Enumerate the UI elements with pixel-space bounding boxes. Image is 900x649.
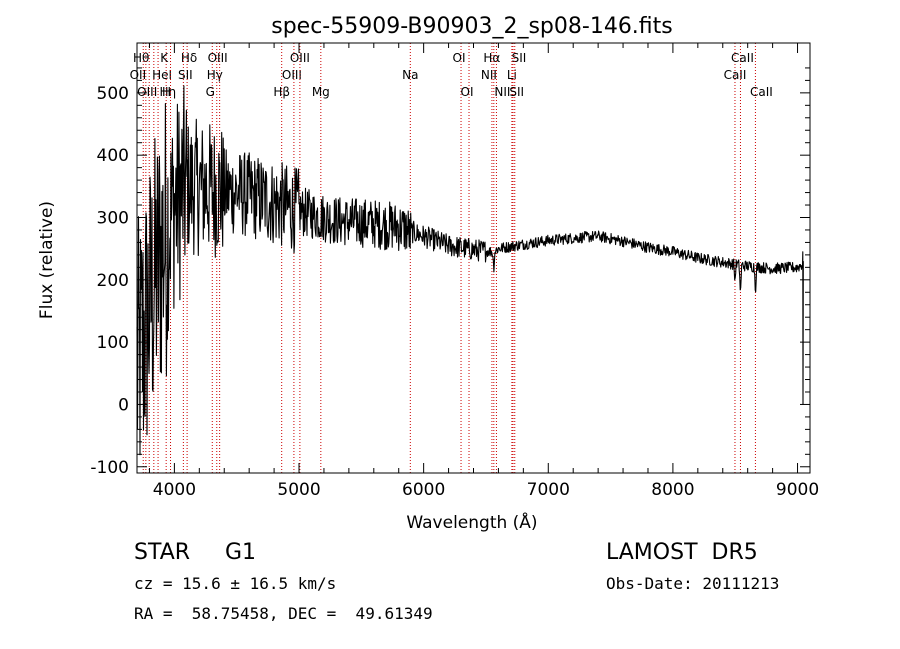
redshift-velocity: cz = 15.6 ± 16.5 km/s <box>134 574 337 593</box>
y-tick-label: 200 <box>97 271 129 291</box>
spectral-line-label: CaII <box>724 68 747 82</box>
spectral-line-label: OIII <box>290 51 310 65</box>
x-axis-label: Wavelength (Å) <box>406 511 537 533</box>
spectral-line-label: NII <box>494 85 510 99</box>
x-tick-label: 4000 <box>153 480 196 500</box>
spectral-line-label: NII <box>481 68 497 82</box>
spectral-line-label: Hα <box>483 51 500 65</box>
spectral-line-label: OI <box>461 85 474 99</box>
spectral-line-label: Hδ <box>181 51 197 65</box>
spectral-line-label: Hγ <box>207 68 223 82</box>
spectral-line-label: K <box>160 51 169 65</box>
spectral-line-label: CaII <box>750 85 773 99</box>
spectral-line-label: HeI <box>152 68 172 82</box>
spectral-line-label: Hβ <box>273 85 290 99</box>
x-axis: 4000 5000 6000 7000 8000 9000 <box>148 43 819 500</box>
spectrum-layer <box>136 85 804 456</box>
spectral-line-label: OI <box>453 51 466 65</box>
observation-date: Obs-Date: 20111213 <box>606 574 780 593</box>
sky-coordinates: RA = 58.75458, DEC = 49.61349 <box>134 604 433 623</box>
x-tick-label: 8000 <box>651 480 694 500</box>
spectral-line-label: OIII <box>282 68 302 82</box>
y-tick-label: 0 <box>118 395 129 415</box>
y-tick-label: 400 <box>97 146 129 166</box>
y-tick-label: -100 <box>90 458 129 478</box>
object-class: STAR G1 <box>134 540 257 565</box>
spectral-line-label: OII <box>130 68 147 82</box>
y-axis: -100 0 100 200 300 400 500 <box>90 67 810 478</box>
y-axis-label: Flux (relative) <box>37 201 57 319</box>
x-tick-label: 9000 <box>776 480 819 500</box>
spectral-line-label: Li <box>507 68 517 82</box>
spectral-line-label: Mg <box>312 85 330 99</box>
x-tick-label: 7000 <box>527 480 570 500</box>
y-tick-label: 100 <box>97 333 129 353</box>
y-tick-label: 500 <box>97 84 129 104</box>
survey-name: LAMOST DR5 <box>606 540 758 565</box>
y-tick-label: 300 <box>97 208 129 228</box>
spectral-line-label: OIII <box>208 51 228 65</box>
spectral-line-label: CaII <box>731 51 754 65</box>
spectral-line-label: G <box>206 85 215 99</box>
spectral-line-label: H <box>162 85 171 99</box>
spectral-line-label: Hθ <box>133 51 149 65</box>
x-tick-label: 6000 <box>402 480 445 500</box>
spectral-line-label: SII <box>178 68 193 82</box>
spectral-line-label: OIII <box>137 85 157 99</box>
x-tick-label: 5000 <box>277 480 320 500</box>
spectral-line-label: Hη <box>160 85 177 99</box>
chart-title: spec-55909-B90903_2_sp08-146.fits <box>271 14 673 39</box>
spectral-line-label: SII <box>512 51 527 65</box>
spectrum-line <box>136 85 804 456</box>
spectral-line-label: SII <box>509 85 524 99</box>
spectral-line-label: Na <box>402 68 418 82</box>
